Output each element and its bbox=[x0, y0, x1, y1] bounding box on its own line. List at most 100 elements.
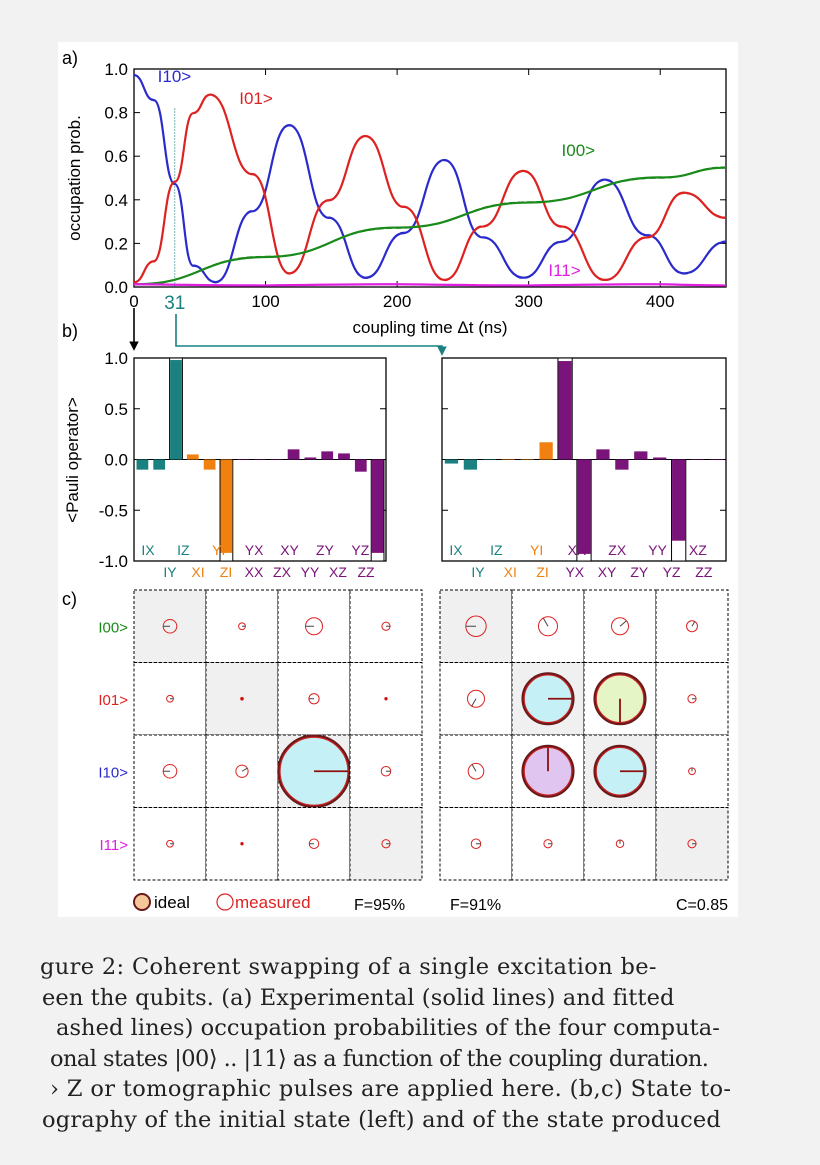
tick-label: YX bbox=[565, 564, 584, 580]
tick-label: YZ bbox=[351, 542, 369, 558]
bar bbox=[254, 459, 266, 460]
bar bbox=[153, 459, 166, 470]
tick-label: ZY bbox=[316, 542, 335, 558]
bar bbox=[444, 459, 459, 464]
tick-label: YX bbox=[245, 542, 264, 558]
bar bbox=[170, 360, 182, 460]
arrow-right bbox=[175, 314, 447, 356]
tick-label: ZY bbox=[630, 564, 649, 580]
phase-line bbox=[471, 698, 477, 707]
tick-label: ZX bbox=[273, 564, 292, 580]
measured-circle bbox=[686, 620, 698, 633]
measured-circle bbox=[238, 622, 246, 631]
bar bbox=[709, 459, 724, 460]
x-tick-label: 100 bbox=[251, 292, 279, 311]
bar bbox=[520, 459, 534, 460]
tick-label: ZX bbox=[608, 542, 627, 558]
bar bbox=[237, 459, 250, 460]
bar bbox=[304, 457, 317, 460]
ideal-circle bbox=[593, 744, 647, 798]
bar bbox=[338, 453, 350, 460]
legend-ideal-label: ideal bbox=[154, 893, 190, 912]
panel-label: c) bbox=[62, 589, 77, 609]
bar bbox=[354, 459, 367, 472]
x-axis-label: coupling time Δt (ns) bbox=[353, 318, 508, 337]
measured-circle bbox=[467, 689, 485, 708]
legend-measured-icon bbox=[216, 893, 234, 911]
tick-label: IY bbox=[163, 564, 177, 580]
ideal-circle bbox=[521, 744, 575, 798]
bar bbox=[136, 459, 149, 470]
bar bbox=[186, 454, 199, 460]
y-tick-label: 1.0 bbox=[104, 349, 128, 368]
series-label: I10> bbox=[158, 67, 192, 86]
measured-circle bbox=[537, 616, 559, 637]
bar bbox=[203, 459, 216, 470]
tick-label: YZ bbox=[663, 564, 681, 580]
tick-label: ZI bbox=[220, 564, 232, 580]
y-tick-label: 0.5 bbox=[104, 400, 128, 419]
series-fit bbox=[133, 94, 727, 284]
y-tick-label: -0.5 bbox=[99, 501, 128, 520]
row-label: I11> bbox=[100, 837, 129, 854]
tick-label: YI bbox=[212, 542, 225, 558]
y-tick-label: 0.6 bbox=[104, 147, 128, 166]
tick-label: IY bbox=[471, 564, 485, 580]
tick-label: XZ bbox=[329, 564, 347, 580]
tick-label: IX bbox=[449, 542, 463, 558]
measured-circle bbox=[235, 764, 249, 778]
measured-circle bbox=[240, 842, 244, 846]
bar bbox=[577, 459, 591, 554]
caption-line: een the qubits. (a) Experimental (solid … bbox=[42, 984, 675, 1011]
tick-label: XX bbox=[245, 564, 264, 580]
phase-dot bbox=[241, 697, 243, 700]
bar bbox=[501, 459, 515, 460]
panel-label: b) bbox=[62, 321, 78, 341]
measured-circle bbox=[543, 839, 553, 849]
bar bbox=[463, 459, 478, 470]
y-tick-label: 0.4 bbox=[104, 191, 128, 210]
bar bbox=[558, 361, 572, 460]
bar bbox=[672, 459, 686, 541]
caption-line: ography of the initial state (left) and … bbox=[42, 1106, 722, 1133]
bar bbox=[482, 459, 496, 460]
series-line bbox=[133, 166, 727, 286]
figure-canvas: a) 0.0 0.2 0.4 0.6 0.8 1.0 0 100 200 300 400 couplin… bbox=[62, 48, 729, 914]
tick-label: IZ bbox=[490, 542, 503, 558]
row-label: I00> bbox=[98, 619, 128, 636]
y-tick-label: -1.0 bbox=[99, 552, 128, 571]
figure-caption: gure 2: Coherent swapping of a single ex… bbox=[0, 952, 780, 1165]
panel-a: a) 0.0 0.2 0.4 0.6 0.8 1.0 0 100 200 300 400 couplin… bbox=[62, 48, 727, 337]
caption-line: gure 2: Coherent swapping of a single ex… bbox=[40, 954, 657, 980]
bar bbox=[634, 451, 648, 460]
bar bbox=[220, 459, 233, 553]
x-tick-label: 400 bbox=[646, 292, 674, 311]
bar bbox=[615, 459, 629, 470]
matrix-cell bbox=[439, 662, 513, 736]
panel-label: a) bbox=[62, 48, 78, 68]
y-axis-label: occupation prob. bbox=[65, 115, 84, 241]
series-label: I01> bbox=[239, 89, 273, 108]
y-tick-label: 0.8 bbox=[104, 104, 128, 123]
tick-label: XI bbox=[191, 564, 204, 580]
legend-ideal-icon bbox=[133, 893, 151, 911]
bar bbox=[371, 459, 384, 553]
bar bbox=[287, 449, 300, 460]
bar bbox=[653, 457, 667, 460]
x-tick-label: 200 bbox=[383, 292, 411, 311]
measured-circle bbox=[240, 696, 244, 701]
bar bbox=[270, 459, 283, 460]
measured-circle bbox=[384, 697, 388, 701]
series-line bbox=[133, 73, 727, 284]
matrix-cell bbox=[655, 662, 729, 736]
caption-line: ashed lines) occupation probabilities of… bbox=[56, 1015, 720, 1041]
measured-circle bbox=[381, 839, 391, 849]
bar bbox=[321, 451, 334, 460]
panel-c: c) I00> I01> I10> I11> ideal measured F=95% F=91… bbox=[62, 589, 729, 914]
phase-dot bbox=[385, 697, 387, 700]
tick-label: YY bbox=[648, 542, 667, 558]
tick-label: ZI bbox=[536, 564, 548, 580]
phase-line bbox=[241, 767, 248, 772]
tick-label: YY bbox=[301, 564, 320, 580]
y-tick-label: 1.0 bbox=[104, 60, 128, 79]
